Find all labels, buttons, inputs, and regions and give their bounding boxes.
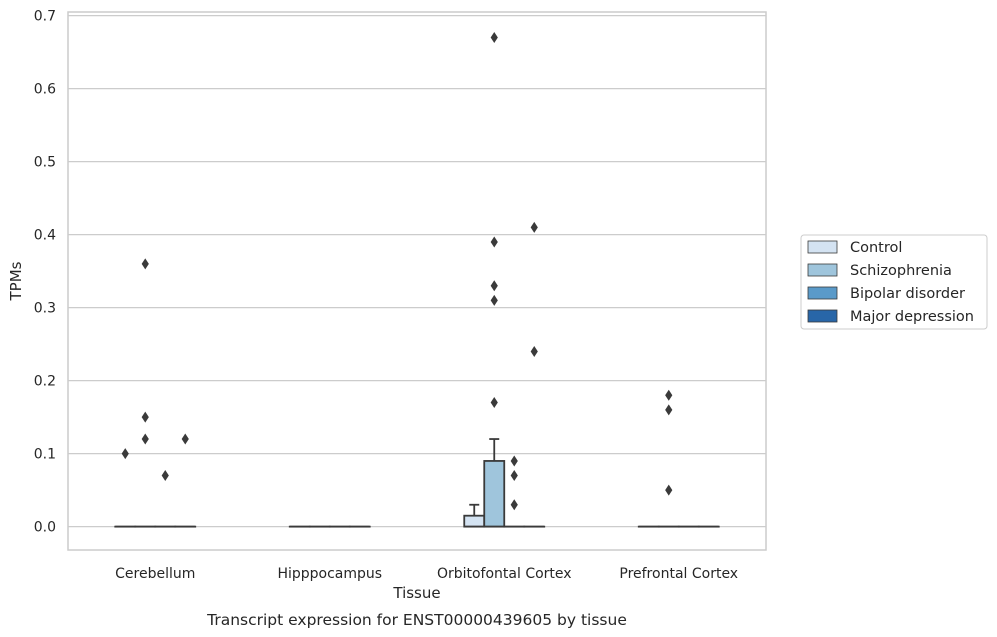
outlier-point <box>490 236 498 248</box>
plot-frame <box>67 11 767 551</box>
legend-entry: Schizophrenia <box>850 263 952 279</box>
x-tick-labels: Cerebellum Hipppocampus Orbitofontal Corte… <box>115 566 738 582</box>
legend-swatch <box>807 286 838 300</box>
outlier-point <box>121 448 129 460</box>
outlier-point <box>665 484 673 496</box>
box-group <box>503 455 526 528</box>
y-tick-label: 0.0 <box>34 520 56 536</box>
y-tick-label: 0.5 <box>34 155 56 171</box>
box-group <box>154 470 177 528</box>
legend-swatch <box>807 309 838 323</box>
outlier-point <box>490 294 498 306</box>
legend-entry: Control <box>850 240 902 256</box>
outlier-point <box>490 32 498 44</box>
x-tick-label: Cerebellum <box>115 566 195 582</box>
chart-caption: Transcript expression for ENST0000043960… <box>206 611 627 629</box>
box <box>483 460 506 528</box>
y-tick-labels: 0.0 0.1 0.2 0.3 0.4 0.5 0.6 0.7 <box>34 9 56 536</box>
outlier-point <box>510 455 518 467</box>
outlier-point <box>510 470 518 482</box>
legend-entry: Major depression <box>850 309 974 325</box>
legend: Control Schizophrenia Bipolar disorder Majo… <box>800 234 988 330</box>
outlier-point <box>530 345 538 357</box>
gridlines <box>68 15 766 528</box>
box-group <box>483 32 506 528</box>
x-tick-label: Orbitofontal Cortex <box>437 566 572 582</box>
box <box>463 514 486 528</box>
y-tick-label: 0.4 <box>34 228 56 244</box>
box-group <box>657 389 680 528</box>
outlier-point <box>141 433 149 445</box>
box-group <box>463 503 486 528</box>
box-group <box>174 433 197 528</box>
outlier-point <box>490 280 498 292</box>
outlier-point <box>665 404 673 416</box>
legend-swatch <box>807 263 838 277</box>
legend-frame <box>800 234 988 330</box>
box-marks <box>114 32 720 528</box>
outlier-point <box>181 433 189 445</box>
outlier-point <box>530 221 538 233</box>
outlier-point <box>490 397 498 409</box>
y-tick-label: 0.3 <box>34 301 56 317</box>
y-axis-label: TPMs <box>7 261 25 301</box>
x-tick-label: Hipppocampus <box>277 566 382 582</box>
outlier-point <box>141 411 149 423</box>
outlier-point <box>141 258 149 270</box>
x-axis-label: Tissue <box>392 584 440 602</box>
outlier-point <box>665 389 673 401</box>
legend-entry: Bipolar disorder <box>850 286 965 302</box>
outlier-point <box>161 470 169 482</box>
y-tick-label: 0.6 <box>34 82 56 98</box>
box-group <box>134 258 157 528</box>
box-group <box>114 448 137 528</box>
outlier-point <box>510 499 518 511</box>
y-tick-label: 0.7 <box>34 9 56 25</box>
box-group <box>523 221 546 528</box>
legend-swatch <box>807 240 838 254</box>
y-tick-label: 0.1 <box>34 447 56 463</box>
y-tick-label: 0.2 <box>34 374 56 390</box>
x-tick-label: Prefrontal Cortex <box>619 566 738 582</box>
